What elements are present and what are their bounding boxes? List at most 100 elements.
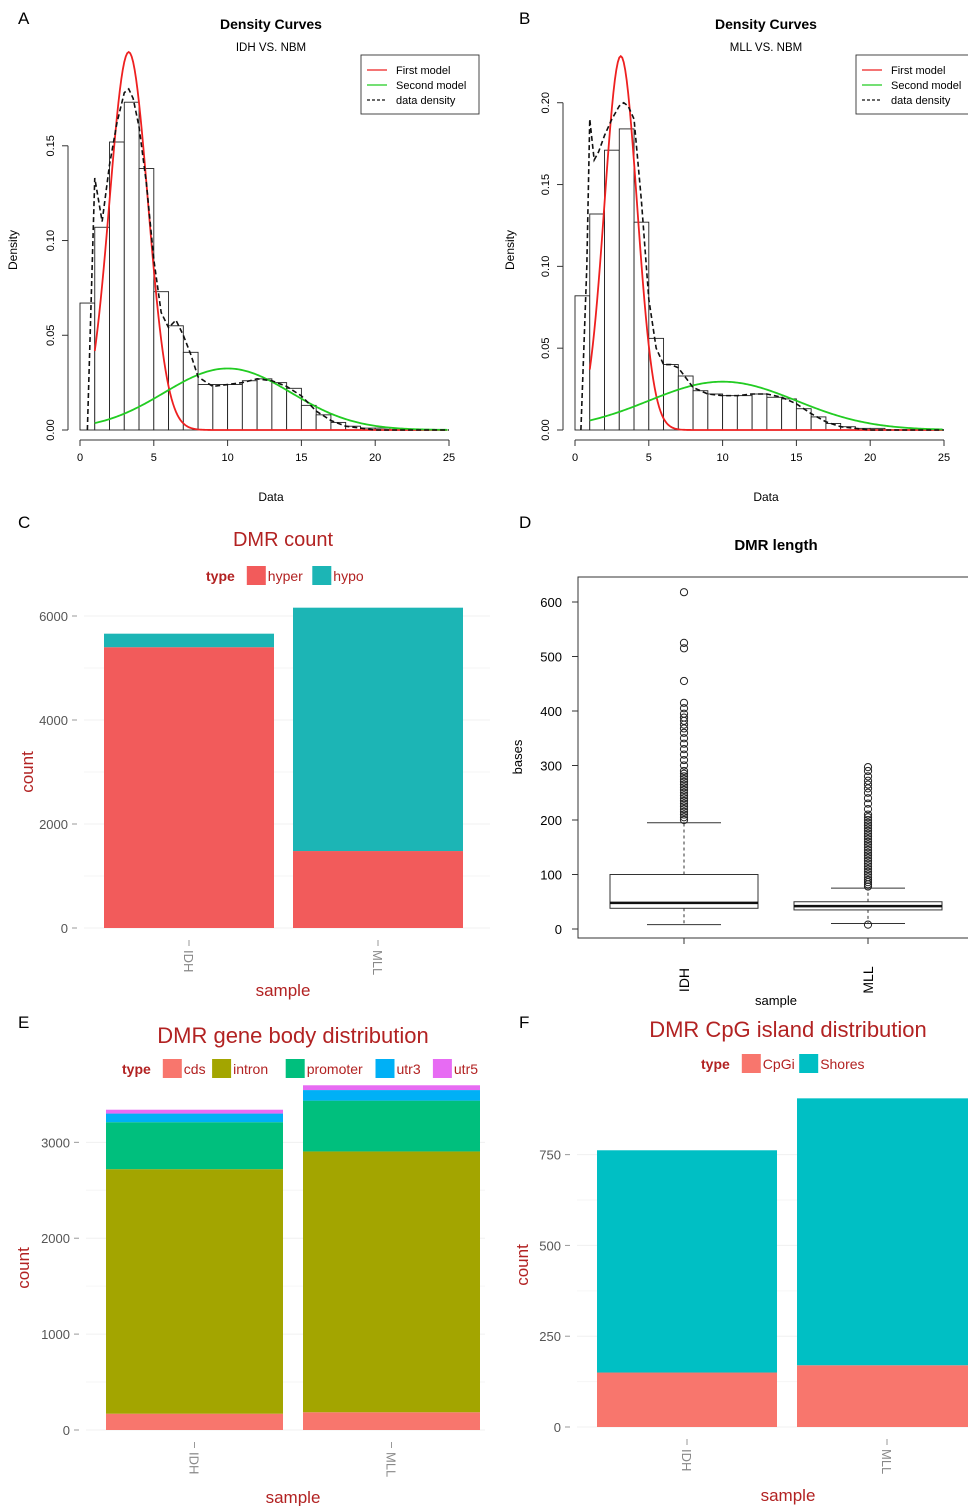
histogram-bar xyxy=(241,380,258,431)
x-tick-label: 10 xyxy=(221,452,233,464)
legend-key xyxy=(375,1059,395,1078)
histogram-bar xyxy=(604,149,620,431)
second-model-curve xyxy=(589,380,943,431)
bar-segment xyxy=(293,607,463,852)
chart-title: Density Curves xyxy=(715,16,817,32)
data-density-curve xyxy=(580,101,944,431)
legend-label: data density xyxy=(396,95,456,107)
outlier-point xyxy=(679,815,689,825)
histogram-bar xyxy=(182,351,199,431)
legend-label: hypo xyxy=(333,568,364,584)
x-tick-label: MLL xyxy=(860,966,876,993)
y-tick-label: 0.15 xyxy=(540,174,552,195)
legend-label: intron xyxy=(233,1061,268,1077)
stacked-bar-panel-f: DMR CpG island distribution type CpGi Shore… xyxy=(513,1017,968,1505)
outlier-point xyxy=(863,856,873,865)
x-tick-label: IDH xyxy=(676,968,692,992)
outlier-point xyxy=(679,780,689,789)
bar-segment xyxy=(106,1413,283,1430)
y-tick-label: 0 xyxy=(554,1420,561,1435)
bar-segment xyxy=(797,1098,968,1366)
x-tick-label: 20 xyxy=(369,452,381,464)
panel-label-d: D xyxy=(519,513,531,532)
outlier-point xyxy=(679,638,689,647)
outlier-point xyxy=(679,644,689,653)
legend-label: First model xyxy=(396,65,450,77)
bar-segment xyxy=(797,1365,968,1427)
y-tick-label: 0.00 xyxy=(45,419,57,440)
x-tick-label: IDH xyxy=(181,950,196,972)
y-tick-label: 500 xyxy=(540,650,562,665)
x-axis-label: Data xyxy=(753,490,779,504)
outlier-point xyxy=(863,794,873,803)
bar-segment xyxy=(303,1100,480,1152)
chart-subtitle: IDH VS. NBM xyxy=(236,42,306,54)
legend-label: cds xyxy=(184,1061,206,1077)
plot-frame xyxy=(577,576,968,939)
outlier-point xyxy=(679,728,689,737)
y-tick-label: 1000 xyxy=(41,1327,70,1342)
x-tick-label: 0 xyxy=(77,452,83,464)
y-tick-label: 0.15 xyxy=(45,135,57,156)
outlier-point xyxy=(863,882,873,891)
y-tick-label: 0.10 xyxy=(540,256,552,277)
histogram-bar xyxy=(707,393,724,431)
histogram-bar xyxy=(109,141,125,431)
panel-label-c: C xyxy=(18,513,30,532)
outlier-point xyxy=(679,761,689,770)
y-tick-label: 4000 xyxy=(39,713,68,728)
outlier-point xyxy=(863,845,873,855)
outlier-point xyxy=(863,799,873,808)
outlier-point xyxy=(863,843,873,852)
outlier-point xyxy=(679,791,689,800)
chart-title: DMR CpG island distribution xyxy=(649,1017,927,1042)
outlier-point xyxy=(863,810,873,819)
outlier-point xyxy=(679,788,689,797)
y-tick-label: 0.05 xyxy=(45,325,57,346)
bar-segment xyxy=(106,1113,283,1123)
bar-segment xyxy=(106,1169,283,1414)
bar-segment xyxy=(303,1412,480,1430)
y-tick-label: 0.10 xyxy=(45,230,57,251)
legend-label: CpGi xyxy=(763,1056,795,1072)
outlier-point xyxy=(863,813,873,822)
outlier-point xyxy=(679,745,689,754)
panel-label-f: F xyxy=(519,1013,529,1032)
outlier-point xyxy=(863,772,873,781)
histogram-bar xyxy=(138,168,155,431)
histogram-bar xyxy=(633,221,650,431)
x-tick-label: MLL xyxy=(879,1449,894,1474)
histogram-bar xyxy=(736,395,753,431)
histogram-bar xyxy=(618,128,635,431)
y-axis-label: count xyxy=(513,1244,532,1286)
x-axis-label: sample xyxy=(266,1488,321,1506)
x-tick-label: MLL xyxy=(370,950,385,975)
bar-segment xyxy=(597,1372,777,1427)
outlier-point xyxy=(863,821,873,830)
chart-title: DMR count xyxy=(233,529,333,551)
outlier-point xyxy=(863,870,873,879)
x-axis-label: sample xyxy=(256,981,311,1000)
legend-key xyxy=(246,566,266,585)
data-density-curve xyxy=(86,87,449,431)
x-axis-label: sample xyxy=(761,1486,816,1505)
outlier-point xyxy=(679,704,689,713)
x-tick-label: IDH xyxy=(679,1449,694,1471)
chart-title: Density Curves xyxy=(220,16,322,32)
outlier-point xyxy=(863,848,873,857)
x-tick-label: 5 xyxy=(646,452,652,464)
bar-segment xyxy=(597,1150,777,1373)
outlier-point xyxy=(863,766,873,776)
density-panel-a: Density Curves IDH VS. NBM 0 5 10 15 20 25 0.00 0… xyxy=(6,16,480,504)
outlier-point xyxy=(679,796,689,806)
outlier-point xyxy=(679,588,689,597)
y-tick-label: 3000 xyxy=(41,1135,70,1150)
density-panel-b: Density Curves MLL VS. NBM 0 5 10 15 20 25 0.00 0… xyxy=(503,16,968,504)
x-tick-label: MLL xyxy=(384,1452,399,1477)
histogram-bar xyxy=(810,416,827,431)
x-tick-label: 20 xyxy=(864,452,876,464)
y-axis-label: count xyxy=(14,1247,33,1289)
legend-key xyxy=(285,1059,305,1078)
histogram-bar xyxy=(123,101,140,431)
outlier-point xyxy=(863,920,873,929)
